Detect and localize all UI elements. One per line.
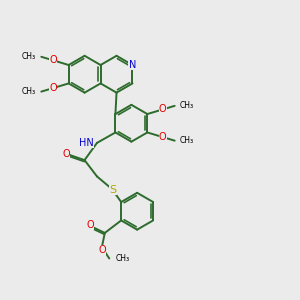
Text: O: O bbox=[50, 56, 57, 65]
Text: O: O bbox=[50, 83, 57, 93]
Text: O: O bbox=[86, 220, 94, 230]
Text: O: O bbox=[159, 132, 166, 142]
Text: O: O bbox=[62, 149, 70, 159]
Text: CH₃: CH₃ bbox=[180, 101, 194, 110]
Text: N: N bbox=[129, 60, 136, 70]
Text: CH₃: CH₃ bbox=[116, 254, 130, 263]
Text: O: O bbox=[159, 104, 166, 114]
Text: O: O bbox=[98, 245, 106, 255]
Text: CH₃: CH₃ bbox=[22, 87, 36, 96]
Text: CH₃: CH₃ bbox=[22, 52, 36, 61]
Text: S: S bbox=[109, 185, 116, 195]
Text: HN: HN bbox=[79, 138, 93, 148]
Text: CH₃: CH₃ bbox=[180, 136, 194, 145]
